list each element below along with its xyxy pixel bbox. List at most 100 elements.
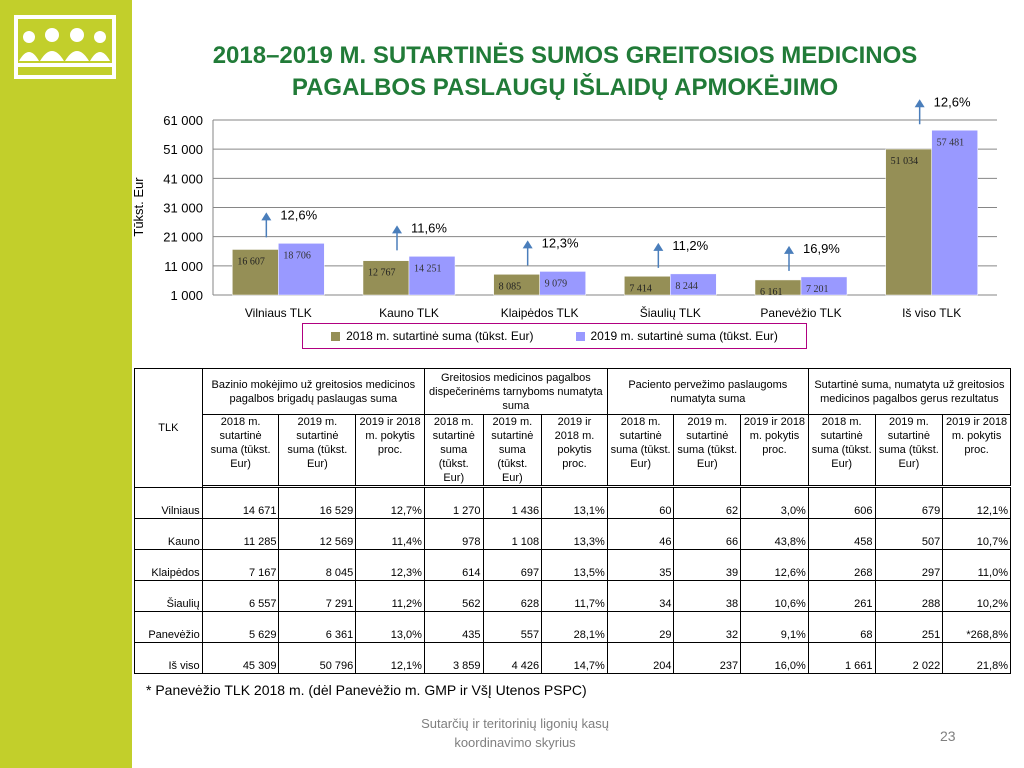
table-cell: 50 796 — [278, 642, 357, 674]
legend-item-2018: 2018 m. sutartinė suma (tūkst. Eur) — [331, 329, 534, 343]
footer-line-2: koordinavimo skyrius — [454, 735, 576, 750]
table-cell: 458 — [807, 518, 876, 550]
up-arrowhead-icon — [653, 242, 664, 251]
table-cell: 1 108 — [482, 518, 543, 550]
y-tick-label: 21 000 — [163, 230, 203, 245]
table-cell: 3,0% — [740, 487, 809, 519]
table-cell: 697 — [482, 549, 543, 581]
legend-label-2018: 2018 m. sutartinė suma (tūkst. Eur) — [346, 329, 534, 343]
table-row-label: Klaipėdos — [134, 549, 203, 581]
table-cell: 1 270 — [423, 487, 484, 519]
table-cell: 62 — [673, 487, 742, 519]
table-cell: 268 — [807, 549, 876, 581]
x-tick-label: Panevėžio TLK — [760, 306, 841, 320]
table-cell: 297 — [874, 549, 944, 581]
table-cell: 2 022 — [874, 642, 944, 674]
table-row: Klaipėdos 7 167 8 045 12,3% 614 697 13,5% 35 39 1… — [134, 549, 1011, 581]
table-cell: *268,8% — [942, 611, 1011, 643]
sidebar-band — [0, 0, 132, 768]
table-cell: 11,0% — [942, 549, 1011, 581]
table-cell: 606 — [807, 487, 876, 519]
table-cell: 29 — [606, 611, 675, 643]
table-cell: 261 — [807, 580, 876, 612]
table-subheader: 2019 m. sutartinė suma (tūkst. Eur) — [673, 414, 742, 486]
legend-label-2019: 2019 m. sutartinė suma (tūkst. Eur) — [590, 329, 778, 343]
table-cell: 11 285 — [201, 518, 280, 550]
data-label: 12 767 — [368, 268, 396, 279]
x-tick-label: Šiaulių TLK — [640, 305, 701, 320]
table-subheader: 2019 ir 2018 m. pokytis proc. — [740, 414, 809, 486]
table-cell: 435 — [423, 611, 484, 643]
table-cell: 12,7% — [355, 487, 425, 519]
y-axis-title: Tūkst. Eur — [131, 177, 146, 237]
table-cell: 11,2% — [355, 580, 425, 612]
table-subheader: 2019 m. sutartinė suma (tūkst. Eur) — [278, 414, 357, 486]
table-cell: 9,1% — [740, 611, 809, 643]
table-group-header: Bazinio mokėjimo už greitosios medicinos… — [201, 368, 425, 415]
table-cell: 39 — [673, 549, 742, 581]
bar-2019 — [539, 271, 586, 296]
data-label: 14 251 — [414, 263, 442, 274]
table-cell: 978 — [423, 518, 484, 550]
data-label: 18 706 — [283, 250, 311, 261]
change-label: 16,9% — [803, 241, 840, 256]
table-row-label: Panevėžio — [134, 611, 203, 643]
footer-department: Sutarčių ir teritorinių ligonių kasų koo… — [390, 714, 640, 752]
table-subheader: 2018 m. sutartinė suma (tūkst. Eur) — [423, 414, 484, 486]
table-row: Vilniaus 14 671 16 529 12,7% 1 270 1 436 13,1%… — [134, 487, 1011, 519]
table-cell: 46 — [606, 518, 675, 550]
up-arrowhead-icon — [392, 225, 402, 234]
bar-2019 — [278, 243, 325, 296]
table-subheader: 2019 ir 2018 m. pokytis proc. — [541, 414, 608, 486]
table-cell: 8 045 — [278, 549, 357, 581]
change-label: 11,6% — [411, 220, 447, 235]
table-row: Šiaulių 6 557 7 291 11,2% 562 628 11,7% 34 38 10,… — [134, 580, 1011, 612]
table-cell: 1 661 — [807, 642, 876, 674]
page-number: 23 — [940, 728, 956, 744]
footer-line-1: Sutarčių ir teritorinių ligonių kasų — [421, 716, 609, 731]
table-cell: 11,4% — [355, 518, 425, 550]
x-tick-label: Vilniaus TLK — [245, 306, 312, 320]
y-tick-label: 51 000 — [163, 142, 203, 157]
people-logo-icon — [14, 15, 116, 79]
y-tick-label: 61 000 — [163, 113, 203, 128]
table-row-label: Kauno — [134, 518, 203, 550]
up-arrowhead-icon — [914, 99, 925, 108]
table-cell: 14 671 — [201, 487, 280, 519]
table-cell: 507 — [874, 518, 944, 550]
table-cell: 251 — [874, 611, 944, 643]
table-cell: 7 167 — [201, 549, 280, 581]
x-tick-label: Kauno TLK — [379, 306, 439, 320]
table-cell: 34 — [606, 580, 675, 612]
legend-swatch-2018 — [331, 331, 341, 341]
change-label: 12,6% — [934, 94, 971, 109]
slide-title-line-2: PAGALBOS PASLAUGŲ IŠLAIDŲ APMOKĖJIMO — [291, 74, 839, 101]
data-label: 57 481 — [937, 137, 965, 148]
table-cell: 204 — [606, 642, 675, 674]
table-cell: 21,8% — [942, 642, 1011, 674]
table-cell: 4 426 — [482, 642, 543, 674]
table-cell: 13,1% — [541, 487, 608, 519]
table-cell: 557 — [482, 611, 543, 643]
bar-2019 — [931, 130, 978, 296]
change-label: 12,6% — [280, 207, 317, 222]
table-cell: 16,0% — [740, 642, 809, 674]
bar-2018 — [885, 148, 932, 296]
data-label: 6 161 — [760, 287, 783, 298]
table-cell: 16 529 — [278, 487, 357, 519]
table-cell: 14,7% — [541, 642, 608, 674]
table-header-tlk: TLK — [134, 368, 203, 488]
table-subheader: 2019 ir 2018 m. pokytis proc. — [355, 414, 425, 486]
y-tick-label: 41 000 — [163, 171, 203, 186]
bar-2018 — [362, 260, 410, 296]
change-label: 12,3% — [542, 235, 579, 250]
change-label: 11,2% — [672, 238, 708, 253]
table-cell: 628 — [482, 580, 543, 612]
table-cell: 12,6% — [740, 549, 809, 581]
bar-chart: 1 000 11 000 21 000 31 000 41 000 51 000 61 00… — [131, 94, 997, 320]
data-label: 7 414 — [629, 283, 652, 294]
data-label: 51 034 — [891, 156, 919, 167]
table-subheader: 2019 ir 2018 m. pokytis proc. — [942, 414, 1011, 486]
table-cell: 12 569 — [278, 518, 357, 550]
table-subheader: 2018 m. sutartinė suma (tūkst. Eur) — [201, 414, 280, 486]
